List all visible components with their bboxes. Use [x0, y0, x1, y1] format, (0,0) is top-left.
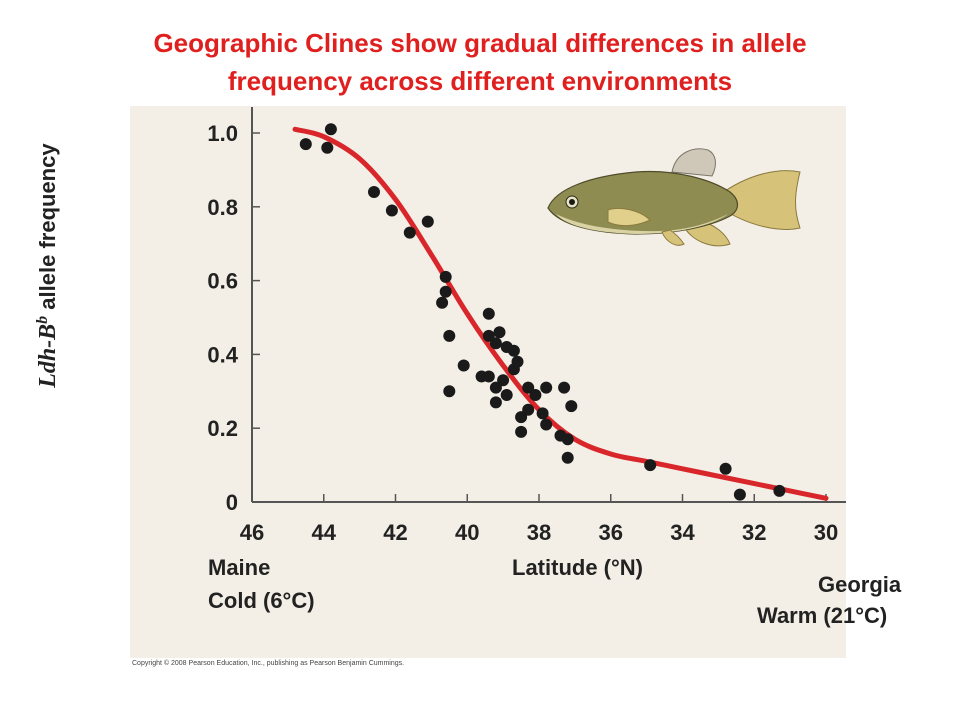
y-tick-label: 0.4 [207, 342, 238, 367]
data-point [482, 329, 495, 342]
data-point [403, 226, 416, 239]
copyright-notice: Copyright © 2008 Pearson Education, Inc.… [132, 660, 405, 667]
data-point [733, 488, 746, 501]
data-point [489, 381, 502, 394]
data-point [565, 400, 578, 413]
fish-pupil [569, 199, 575, 205]
data-point [443, 329, 456, 342]
data-point [540, 418, 553, 431]
data-point [439, 285, 452, 298]
killifish-illustration [547, 148, 801, 247]
data-points [299, 123, 786, 501]
data-point [644, 459, 657, 472]
data-point [540, 381, 553, 394]
x-tick-label: 36 [599, 520, 623, 545]
data-point [507, 344, 520, 357]
data-point [536, 407, 549, 420]
data-point [482, 307, 495, 320]
fish-pelvic-fin [661, 229, 685, 246]
tick-labels: 46 44 42 40 38 36 34 32 30 0 0.2 0.4 0.6 0.8 1.0 [207, 121, 838, 545]
data-point [489, 396, 502, 409]
data-point [497, 374, 510, 387]
y-axis-label-allele: b [33, 315, 51, 324]
y-axis-label: Ldh-Bb allele frequency [34, 143, 62, 387]
data-point [482, 370, 495, 383]
x-tick-label: 40 [455, 520, 479, 545]
data-point [773, 484, 786, 497]
data-point [561, 433, 574, 446]
data-point [368, 186, 380, 198]
fit-curve [292, 126, 829, 501]
data-point [324, 123, 337, 136]
warm-temperature-label: Warm (21°C) [757, 603, 888, 628]
cold-temperature-label: Cold (6°C) [208, 588, 315, 613]
fish-pectoral-fin [607, 207, 651, 227]
data-point [558, 381, 571, 394]
data-point [436, 296, 449, 309]
data-point [421, 215, 434, 228]
data-point [561, 451, 574, 464]
y-tick-label: 0.2 [207, 416, 238, 441]
data-point [493, 326, 506, 339]
maine-label: Maine [208, 555, 271, 580]
fish-dorsal-fin [671, 148, 716, 177]
x-tick-label: 30 [814, 520, 838, 545]
data-point [321, 141, 334, 154]
x-tick-label: 38 [527, 520, 551, 545]
data-point [522, 403, 535, 416]
axes [251, 107, 846, 503]
x-tick-label: 32 [742, 520, 766, 545]
data-point [719, 462, 732, 475]
y-axis-label-gene: Ldh-B [35, 323, 62, 388]
data-point [443, 385, 456, 398]
data-point [385, 204, 398, 217]
title-line-2: frequency across different environments [227, 66, 733, 96]
fish-tail-fin [717, 170, 801, 230]
y-tick-label: 0.6 [207, 269, 238, 294]
data-point [299, 138, 312, 151]
data-point [507, 363, 520, 376]
title-line-1: Geographic Clines show gradual differenc… [153, 28, 807, 58]
chart-title: Geographic Clines show gradual differenc… [0, 24, 960, 100]
x-tick-label: 44 [312, 520, 337, 545]
x-tick-label: 46 [240, 520, 264, 545]
data-point [515, 425, 528, 438]
y-axis-label-text: allele frequency [35, 143, 61, 316]
data-point [489, 337, 502, 350]
georgia-label: Georgia [818, 572, 902, 597]
y-tick-label: 1.0 [207, 121, 238, 146]
x-tick-label: 34 [670, 520, 695, 545]
fish-belly [556, 214, 728, 234]
data-point [500, 389, 513, 401]
data-point [522, 381, 535, 394]
x-axis-label: Latitude (°N) [512, 555, 644, 580]
y-tick-label: 0.8 [207, 195, 238, 220]
data-point [529, 389, 542, 401]
data-point [439, 270, 452, 283]
x-tick-label: 42 [383, 520, 407, 545]
data-point [457, 359, 470, 372]
y-tick-label: 0 [226, 490, 238, 515]
